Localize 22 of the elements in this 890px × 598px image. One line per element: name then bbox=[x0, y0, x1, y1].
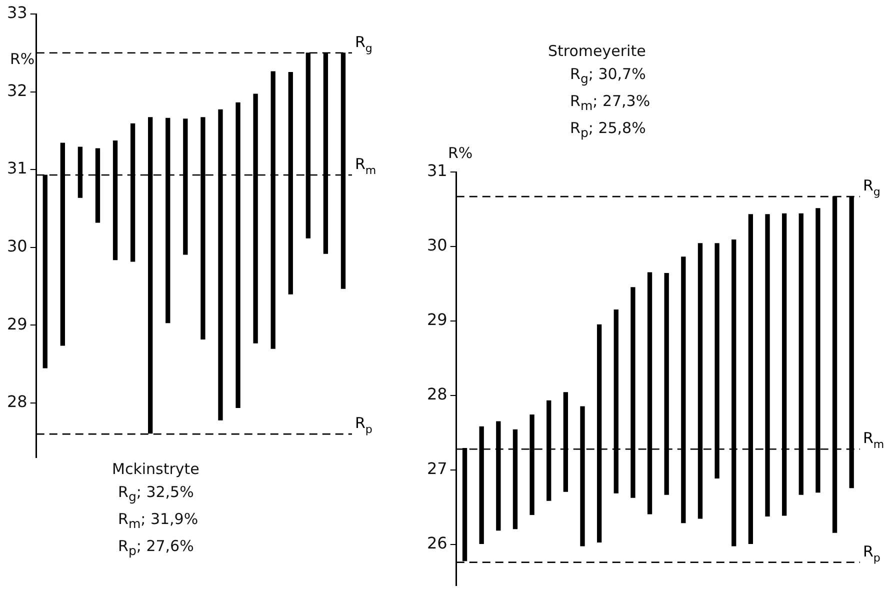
y-tick-label: 31 bbox=[427, 161, 448, 180]
y-tick-label: 31 bbox=[7, 158, 28, 178]
y-tick-label: 29 bbox=[7, 314, 28, 334]
text: R$_{m}$; 27,3% bbox=[569, 91, 650, 115]
chart-title: Stromeyerite bbox=[548, 41, 647, 62]
y-tick-label: 26 bbox=[427, 534, 448, 553]
y-tick-label: 32 bbox=[7, 80, 28, 100]
y-tick-label: 27 bbox=[427, 459, 448, 478]
y-tick-label: 28 bbox=[427, 384, 448, 404]
y-tick-label: 29 bbox=[427, 310, 448, 330]
y-tick-label: 30 bbox=[427, 236, 448, 255]
y-tick-label: 33 bbox=[7, 3, 28, 22]
text: R$_{p}$; 25,8% bbox=[569, 118, 647, 142]
text: R$_{g}$; 30,7% bbox=[569, 64, 647, 88]
text: R$_{m}$; 31,9% bbox=[117, 509, 200, 533]
text: Mckinstryte bbox=[112, 459, 200, 480]
text: R$_{p}$; 27,6% bbox=[117, 536, 195, 560]
y-axis-title: R% bbox=[10, 50, 35, 68]
y-axis-title: R% bbox=[448, 144, 473, 162]
text: R$_{g}$; 32,5% bbox=[117, 482, 195, 506]
y-tick-label: 28 bbox=[7, 392, 28, 412]
y-tick-label: 30 bbox=[7, 236, 28, 256]
